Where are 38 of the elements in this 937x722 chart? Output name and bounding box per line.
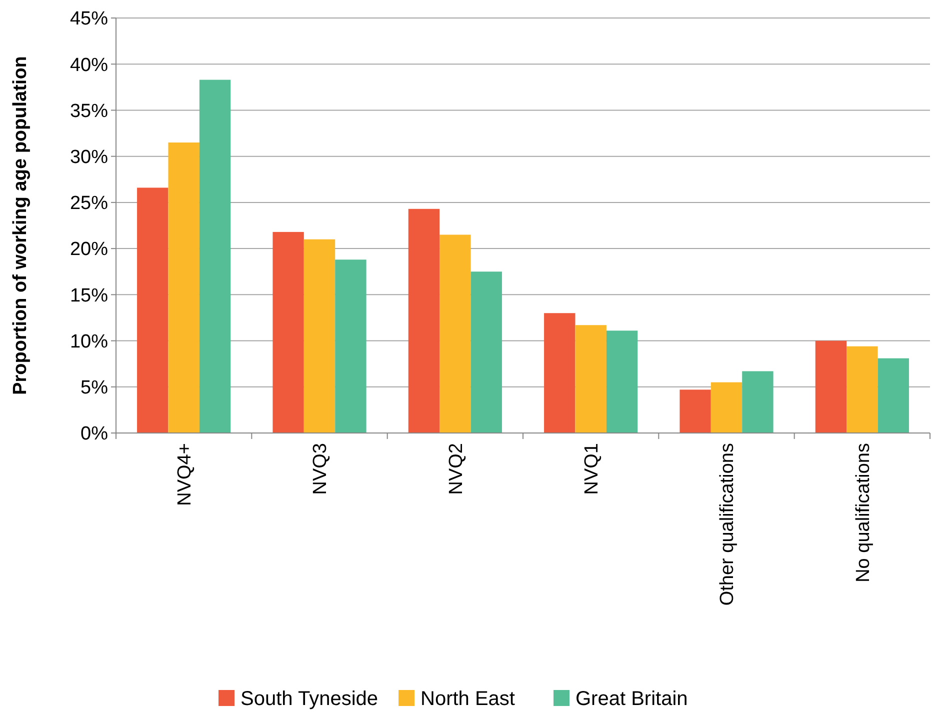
x-tick-label: No qualifications [852,443,874,582]
y-tick-label: 15% [70,285,108,306]
y-axis-title: Proportion of working age population [10,56,31,395]
bar [168,142,200,433]
bar [846,346,878,433]
y-tick-label: 25% [70,193,108,214]
y-tick-label: 45% [70,8,108,30]
legend-label: North East [420,688,516,710]
legend-label: Great Britain [576,688,688,710]
x-tick-label: NVQ4+ [174,443,196,506]
bar [544,313,576,433]
y-tick-label: 40% [70,54,108,76]
bar [137,188,168,433]
bar [878,358,909,433]
y-tick-label: 30% [70,146,108,168]
bar [680,390,711,433]
y-tick-label: 35% [70,100,108,122]
bar [742,371,774,433]
bar [304,239,336,433]
bar [272,232,304,433]
x-tick-label: NVQ1 [581,443,602,495]
bar [470,272,502,433]
bar [815,340,847,433]
x-tick-label: NVQ3 [310,443,332,495]
legend-label: South Tyneside [240,688,378,710]
bar [199,80,231,433]
bar [335,260,366,433]
y-tick-label: 10% [70,331,108,352]
y-tick-label: 5% [80,378,108,399]
bar [408,208,440,433]
x-tick-label: NVQ2 [446,443,467,495]
y-tick-label: 20% [70,239,108,260]
bar [710,382,742,433]
y-tick-label: 0% [80,424,108,445]
bar [606,330,638,433]
x-tick-label: Other qualifications [717,443,738,606]
bar [575,325,606,433]
bar [440,234,471,433]
